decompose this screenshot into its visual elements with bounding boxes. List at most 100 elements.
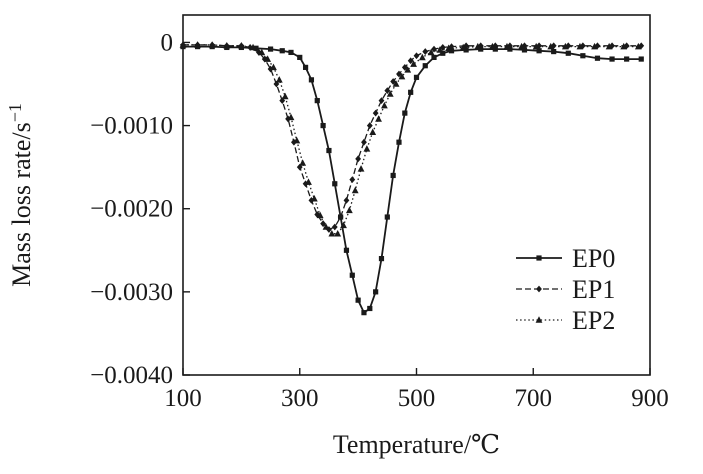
marker-square	[378, 256, 385, 262]
y-tick-label: −0.0020	[90, 196, 173, 223]
marker-square	[565, 50, 571, 56]
marker-square	[609, 56, 615, 62]
marker-triangle	[445, 44, 453, 52]
marker-square	[349, 272, 355, 278]
x-tick-label: 500	[398, 385, 436, 412]
marker-triangle	[459, 43, 467, 51]
marker-square	[320, 122, 326, 129]
marker-square	[361, 310, 367, 316]
marker-diamond	[267, 65, 274, 73]
marker-square	[536, 255, 542, 261]
marker-triangle	[179, 41, 187, 48]
marker-square	[413, 74, 420, 80]
marker-triangle	[532, 42, 540, 50]
marker-square	[267, 46, 274, 52]
marker-triangle	[398, 72, 406, 80]
marker-triangle	[208, 41, 216, 48]
marker-triangle	[427, 48, 435, 56]
marker-square	[396, 139, 402, 145]
marker-triangle	[369, 128, 377, 136]
marker-triangle	[340, 221, 347, 229]
marker-diamond	[355, 155, 362, 163]
marker-diamond	[413, 52, 420, 60]
marker-diamond	[366, 122, 373, 129]
x-tick-label: 300	[281, 385, 319, 412]
marker-square	[408, 89, 414, 95]
marker-square	[422, 63, 428, 69]
marker-triangle	[620, 42, 628, 50]
marker-triangle	[237, 42, 245, 49]
marker-triangle	[518, 42, 525, 50]
legend-label-EP1: EP1	[572, 275, 615, 304]
marker-square	[638, 56, 644, 62]
marker-triangle	[351, 186, 359, 194]
marker-diamond	[384, 87, 391, 95]
y-tick-label: −0.0010	[90, 113, 173, 140]
marker-triangle	[576, 42, 584, 50]
marker-triangle	[281, 92, 289, 100]
marker-diamond	[361, 138, 367, 146]
marker-diamond	[407, 57, 414, 65]
marker-square	[302, 64, 309, 70]
marker-triangle	[488, 42, 496, 50]
marker-diamond	[378, 97, 385, 105]
marker-diamond	[349, 176, 356, 184]
marker-square	[402, 110, 408, 116]
y-tick-label: −0.0040	[90, 362, 173, 389]
marker-triangle	[363, 145, 371, 152]
marker-triangle	[316, 211, 324, 219]
y-tick-label: −0.0030	[90, 279, 173, 306]
marker-triangle	[591, 42, 598, 50]
marker-square	[279, 48, 285, 54]
y-axis-label: Mass loss rate/s−1	[5, 103, 36, 287]
series-line-EP2	[183, 44, 639, 235]
marker-diamond	[536, 285, 542, 293]
marker-triangle	[404, 66, 412, 73]
marker-triangle	[357, 165, 365, 172]
marker-square	[521, 47, 528, 53]
marker-triangle	[410, 60, 417, 67]
marker-square	[367, 305, 373, 312]
marker-diamond	[343, 197, 350, 204]
marker-triangle	[547, 42, 555, 50]
marker-diamond	[372, 109, 379, 117]
marker-square	[355, 297, 361, 303]
marker-square	[343, 247, 350, 253]
marker-triangle	[223, 42, 231, 49]
marker-triangle	[418, 53, 426, 61]
marker-triangle	[345, 206, 353, 214]
y-tick-label: 0	[161, 29, 174, 56]
marker-triangle	[634, 42, 642, 50]
marker-square	[332, 181, 338, 187]
marker-diamond	[396, 70, 402, 78]
marker-square	[580, 53, 586, 59]
marker-triangle	[322, 223, 330, 230]
x-tick-label: 100	[164, 385, 202, 412]
marker-triangle	[258, 48, 266, 56]
marker-triangle	[328, 229, 336, 237]
legend-label-EP2: EP2	[572, 306, 615, 335]
x-tick-label: 900	[631, 385, 669, 412]
marker-diamond	[320, 220, 326, 228]
marker-triangle	[270, 63, 277, 71]
x-tick-label: 700	[515, 385, 553, 412]
marker-triangle	[535, 316, 543, 323]
marker-triangle	[334, 229, 342, 237]
marker-square	[431, 54, 437, 61]
marker-triangle	[503, 42, 511, 50]
marker-triangle	[310, 195, 318, 202]
marker-diamond	[337, 213, 344, 221]
marker-diamond	[308, 197, 315, 204]
legend-label-EP0: EP0	[572, 244, 615, 273]
series-line-EP1	[183, 44, 642, 231]
marker-triangle	[287, 113, 295, 121]
marker-square	[288, 49, 294, 56]
marker-triangle	[561, 42, 569, 50]
marker-triangle	[299, 159, 307, 166]
marker-triangle	[392, 80, 400, 87]
marker-triangle	[605, 42, 613, 50]
marker-triangle	[380, 101, 388, 109]
marker-diamond	[331, 223, 338, 231]
marker-square	[373, 289, 379, 295]
marker-triangle	[386, 90, 394, 97]
